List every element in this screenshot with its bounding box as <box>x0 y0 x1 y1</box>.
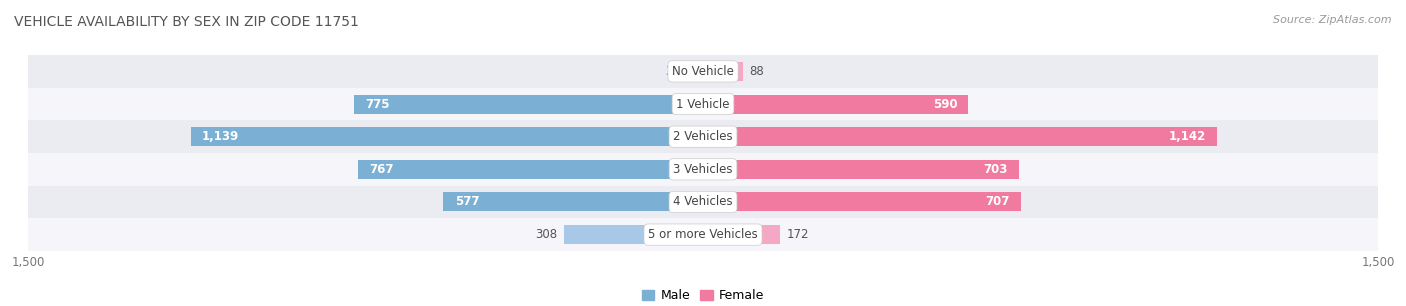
Text: 36: 36 <box>665 65 681 78</box>
Bar <box>28 153 1378 186</box>
Text: 577: 577 <box>454 196 479 208</box>
Text: No Vehicle: No Vehicle <box>672 65 734 78</box>
Text: 775: 775 <box>366 98 389 110</box>
Bar <box>686 62 703 81</box>
Bar <box>354 95 703 114</box>
Bar <box>28 88 1378 120</box>
Text: VEHICLE AVAILABILITY BY SEX IN ZIP CODE 11751: VEHICLE AVAILABILITY BY SEX IN ZIP CODE … <box>14 15 359 29</box>
Text: 1,139: 1,139 <box>202 130 239 143</box>
Bar <box>564 225 703 244</box>
Bar <box>443 192 703 211</box>
Text: 590: 590 <box>932 98 957 110</box>
Bar <box>703 225 780 244</box>
Text: 767: 767 <box>370 163 394 176</box>
Text: 4 Vehicles: 4 Vehicles <box>673 196 733 208</box>
Bar <box>28 186 1378 218</box>
Legend: Male, Female: Male, Female <box>637 284 769 306</box>
Text: 172: 172 <box>787 228 810 241</box>
Bar <box>703 62 742 81</box>
Text: 2 Vehicles: 2 Vehicles <box>673 130 733 143</box>
Text: 88: 88 <box>749 65 763 78</box>
Text: 308: 308 <box>536 228 558 241</box>
Bar <box>703 160 1019 179</box>
Bar <box>703 95 969 114</box>
Text: Source: ZipAtlas.com: Source: ZipAtlas.com <box>1274 15 1392 25</box>
Bar <box>28 218 1378 251</box>
Text: 1,142: 1,142 <box>1168 130 1205 143</box>
Bar <box>28 55 1378 88</box>
Text: 3 Vehicles: 3 Vehicles <box>673 163 733 176</box>
Bar <box>703 192 1021 211</box>
Bar <box>28 120 1378 153</box>
Bar <box>703 127 1216 146</box>
Text: 707: 707 <box>986 196 1010 208</box>
Text: 703: 703 <box>984 163 1008 176</box>
Text: 1 Vehicle: 1 Vehicle <box>676 98 730 110</box>
Bar <box>359 160 703 179</box>
Text: 5 or more Vehicles: 5 or more Vehicles <box>648 228 758 241</box>
Bar <box>191 127 703 146</box>
